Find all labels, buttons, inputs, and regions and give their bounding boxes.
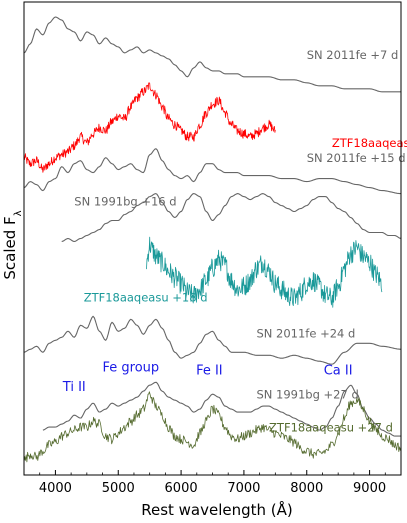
- spectrum-line-6: [24, 315, 401, 365]
- ion-label-3: Fe II: [196, 364, 223, 379]
- spectrum-label-7: SN 1991bg +27 d: [256, 388, 358, 402]
- axis-layer: 4000 5000 6000 7000 8000 9000: [23, 1, 402, 496]
- spectrum-line-7: [42, 381, 401, 437]
- spectrum-label-4: SN 1991bg +16 d: [74, 195, 176, 209]
- spectrum-label-5: ZTF18aaqeasu +18 d: [84, 290, 208, 304]
- ion-label-4: Ca II: [324, 364, 353, 379]
- spectrum-line-1: [24, 16, 401, 93]
- spectrum-label-1: SN 2011fe +7 d: [307, 48, 399, 62]
- x-tick-label-5000: 5000: [102, 481, 135, 496]
- y-axis-label: Scaled Fλ: [1, 210, 24, 279]
- x-tick-label-7000: 7000: [227, 481, 260, 496]
- ion-label-1: Ti II: [62, 380, 86, 395]
- spectrum-label-6: SN 2011fe +24 d: [256, 326, 355, 340]
- spectrum-line-4: [61, 193, 401, 243]
- x-tick-label-6000: 6000: [165, 481, 198, 496]
- x-tick-label-4000: 4000: [39, 481, 72, 496]
- x-tick-label-9000: 9000: [353, 481, 386, 496]
- ion-label-2: Fe group: [102, 361, 159, 376]
- y-axis-label-group: Scaled Fλ: [1, 210, 24, 279]
- spectrum-label-3: SN 2011fe +15 d: [307, 151, 406, 165]
- series-layer: [24, 16, 401, 463]
- spectrum-line-5: [146, 236, 383, 308]
- spectrum-line-2: [24, 82, 276, 173]
- spectrum-line-3: [24, 148, 401, 195]
- spectrum-line-8: [24, 391, 401, 463]
- y-axis-label-main: Scaled F: [1, 216, 19, 279]
- y-axis-label-subscript: λ: [13, 210, 24, 216]
- spectrum-label-2: ZTF18aaqeasu +11 d: [332, 136, 407, 150]
- x-axis-label: Rest wavelength (Å): [141, 500, 293, 519]
- spectrum-label-8: ZTF18aaqeasu +27 d: [269, 421, 393, 435]
- x-tick-label-8000: 8000: [290, 481, 323, 496]
